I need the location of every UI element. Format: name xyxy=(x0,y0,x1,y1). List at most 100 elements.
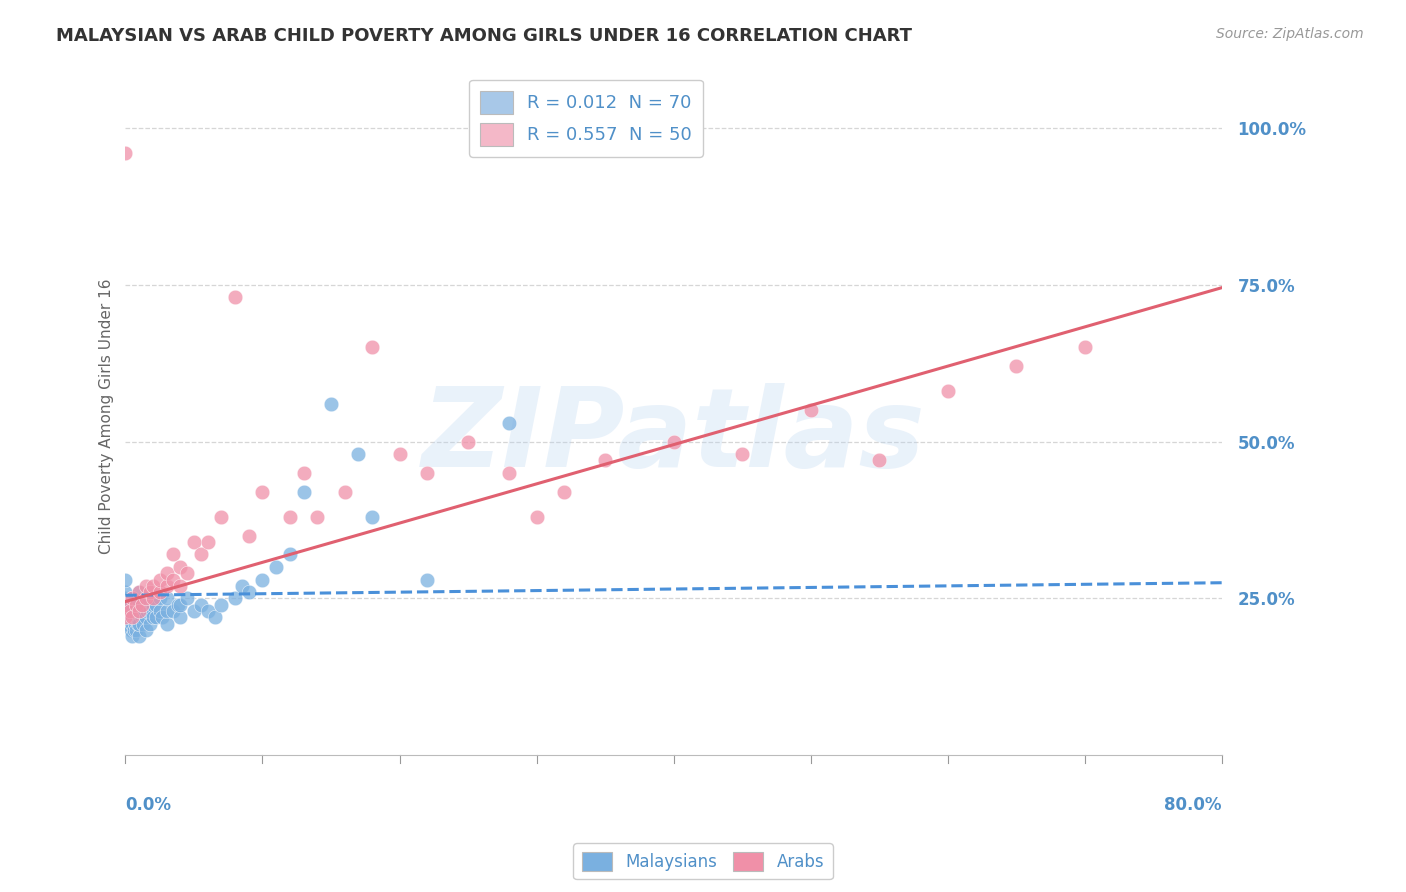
Point xyxy=(197,535,219,549)
Point xyxy=(114,585,136,599)
Point xyxy=(125,598,148,612)
Point xyxy=(142,598,165,612)
Point xyxy=(118,610,141,624)
Point xyxy=(131,598,153,612)
Point xyxy=(553,484,575,499)
Text: Source: ZipAtlas.com: Source: ZipAtlas.com xyxy=(1216,27,1364,41)
Point xyxy=(169,560,191,574)
Point xyxy=(121,591,143,606)
Point xyxy=(114,610,136,624)
Text: MALAYSIAN VS ARAB CHILD POVERTY AMONG GIRLS UNDER 16 CORRELATION CHART: MALAYSIAN VS ARAB CHILD POVERTY AMONG GI… xyxy=(56,27,912,45)
Point xyxy=(361,340,384,354)
Point xyxy=(114,591,136,606)
Point xyxy=(155,566,177,581)
Text: ZIPatlas: ZIPatlas xyxy=(422,384,925,491)
Point xyxy=(936,384,959,399)
Point xyxy=(125,623,148,637)
Point xyxy=(162,548,184,562)
Point xyxy=(117,616,139,631)
Point xyxy=(120,623,142,637)
Point xyxy=(149,585,172,599)
Point xyxy=(135,591,157,606)
Point xyxy=(114,598,136,612)
Point xyxy=(125,598,148,612)
Point xyxy=(662,434,685,449)
Point xyxy=(135,579,157,593)
Point xyxy=(139,604,162,618)
Point xyxy=(416,466,439,480)
Point xyxy=(361,509,384,524)
Point xyxy=(238,529,260,543)
Point xyxy=(868,453,890,467)
Point xyxy=(136,604,159,618)
Text: 80.0%: 80.0% xyxy=(1164,796,1222,814)
Point xyxy=(125,610,148,624)
Point xyxy=(118,598,141,612)
Point xyxy=(145,598,167,612)
Point xyxy=(162,573,184,587)
Point xyxy=(152,610,174,624)
Point xyxy=(135,598,157,612)
Point xyxy=(142,591,165,606)
Point xyxy=(204,610,226,624)
Point xyxy=(169,610,191,624)
Point xyxy=(121,604,143,618)
Point xyxy=(190,548,212,562)
Point xyxy=(252,573,274,587)
Point xyxy=(142,579,165,593)
Point xyxy=(114,598,136,612)
Point xyxy=(128,616,150,631)
Point xyxy=(117,604,139,618)
Point xyxy=(278,509,301,524)
Point xyxy=(1073,340,1095,354)
Point xyxy=(155,604,177,618)
Point xyxy=(135,610,157,624)
Point xyxy=(121,616,143,631)
Point xyxy=(131,610,153,624)
Point xyxy=(155,591,177,606)
Point xyxy=(252,484,274,499)
Point xyxy=(121,610,143,624)
Point xyxy=(197,604,219,618)
Point xyxy=(800,403,823,417)
Point xyxy=(176,591,198,606)
Point xyxy=(498,466,520,480)
Y-axis label: Child Poverty Among Girls Under 16: Child Poverty Among Girls Under 16 xyxy=(100,278,114,554)
Point xyxy=(292,484,315,499)
Point xyxy=(1005,359,1028,374)
Point xyxy=(114,610,136,624)
Point xyxy=(190,598,212,612)
Point xyxy=(264,560,287,574)
Point xyxy=(457,434,479,449)
Point xyxy=(128,585,150,599)
Point xyxy=(139,616,162,631)
Point xyxy=(128,604,150,618)
Point xyxy=(224,591,246,606)
Point xyxy=(209,598,232,612)
Point xyxy=(122,610,145,624)
Point xyxy=(114,573,136,587)
Point xyxy=(132,604,155,618)
Point xyxy=(292,466,315,480)
Point xyxy=(142,610,165,624)
Point xyxy=(128,604,150,618)
Point xyxy=(149,573,172,587)
Point xyxy=(121,591,143,606)
Point xyxy=(347,447,370,461)
Point xyxy=(183,535,205,549)
Point xyxy=(121,629,143,643)
Point xyxy=(155,616,177,631)
Point xyxy=(416,573,439,587)
Point xyxy=(135,623,157,637)
Point xyxy=(155,579,177,593)
Point xyxy=(149,604,172,618)
Point xyxy=(231,579,253,593)
Point xyxy=(127,604,149,618)
Text: 0.0%: 0.0% xyxy=(125,796,172,814)
Point xyxy=(169,598,191,612)
Point xyxy=(128,585,150,599)
Point xyxy=(176,566,198,581)
Point xyxy=(209,509,232,524)
Point xyxy=(131,598,153,612)
Point xyxy=(145,610,167,624)
